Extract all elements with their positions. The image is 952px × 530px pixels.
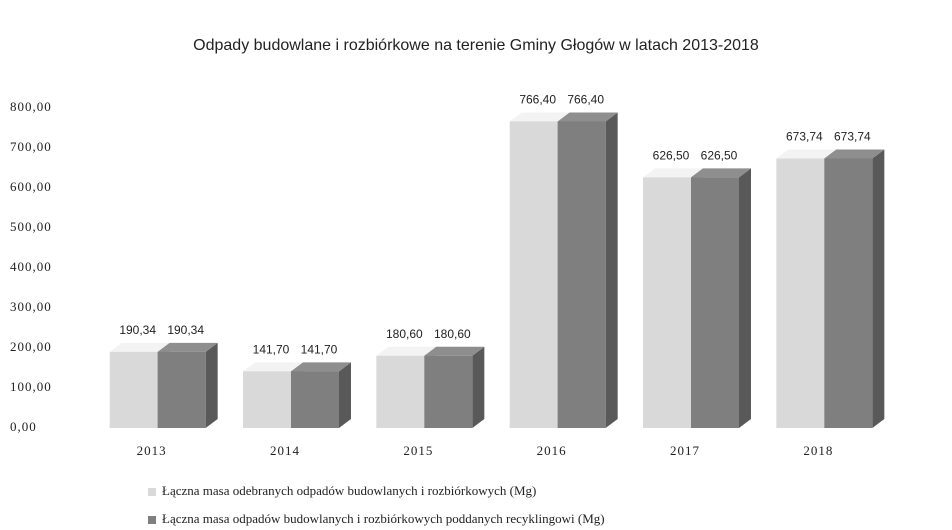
- bar: [291, 371, 339, 428]
- bar: [509, 121, 558, 428]
- bar-top: [157, 342, 218, 352]
- x-tick-label: 2016: [537, 443, 567, 458]
- value-label: 180,60: [434, 327, 471, 341]
- value-label: 190,34: [167, 323, 204, 337]
- bar-top: [243, 362, 303, 372]
- y-tick-label: 200,00: [10, 339, 52, 354]
- value-label: 141,70: [253, 342, 290, 356]
- bar-side: [739, 168, 751, 428]
- x-tick-label: 2017: [670, 443, 700, 458]
- bar-top: [376, 346, 437, 356]
- value-label: 180,60: [386, 327, 423, 341]
- bar-top: [557, 112, 618, 122]
- bar: [243, 371, 291, 428]
- y-tick-label: 0,00: [10, 419, 37, 434]
- bar-top: [509, 112, 570, 122]
- bar-top: [109, 342, 170, 352]
- value-label: 766,40: [567, 93, 604, 107]
- value-label: 626,50: [653, 149, 690, 163]
- bar: [157, 351, 206, 428]
- y-tick-label: 700,00: [10, 139, 52, 154]
- value-label: 141,70: [301, 342, 338, 356]
- x-tick-label: 2018: [803, 443, 833, 458]
- bar-side: [339, 362, 351, 428]
- bar-top: [291, 362, 351, 372]
- bar-top: [691, 168, 751, 178]
- y-tick-label: 300,00: [10, 299, 52, 314]
- bar: [109, 351, 158, 428]
- y-tick-label: 800,00: [10, 99, 52, 114]
- bar: [691, 177, 739, 428]
- value-label: 673,74: [786, 130, 823, 144]
- bar-top: [424, 346, 485, 356]
- value-label: 766,40: [519, 93, 556, 107]
- bar-side: [605, 112, 618, 428]
- bar-top: [776, 149, 837, 159]
- x-tick-label: 2015: [403, 443, 433, 458]
- chart-title: Odpady budowlane i rozbiórkowe na tereni…: [193, 37, 759, 54]
- bar: [824, 158, 873, 428]
- bar-side: [472, 346, 485, 428]
- x-tick-label: 2014: [270, 443, 300, 458]
- y-tick-label: 400,00: [10, 259, 52, 274]
- value-label: 190,34: [119, 323, 156, 337]
- y-tick-label: 500,00: [10, 219, 52, 234]
- bar-top: [643, 168, 703, 178]
- value-label: 626,50: [701, 149, 738, 163]
- bar-side: [205, 342, 218, 428]
- legend-label: Łączna masa odpadów budowlanych i rozbió…: [162, 511, 605, 526]
- bar: [557, 121, 606, 428]
- y-tick-label: 100,00: [10, 379, 52, 394]
- legend-swatch: [148, 488, 156, 496]
- bar: [376, 355, 425, 428]
- value-label: 673,74: [834, 130, 871, 144]
- bar-side: [872, 149, 885, 428]
- legend-swatch: [148, 516, 156, 524]
- legend-label: Łączna masa odebranych odpadów budowlany…: [162, 483, 536, 498]
- bar: [643, 177, 691, 428]
- bar: [424, 355, 473, 428]
- bar: [776, 158, 825, 428]
- bar-top: [824, 149, 885, 159]
- y-tick-label: 600,00: [10, 179, 52, 194]
- x-tick-label: 2013: [137, 443, 167, 458]
